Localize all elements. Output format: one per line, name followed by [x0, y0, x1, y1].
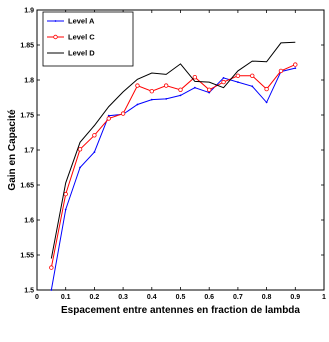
data-point-level-c [264, 86, 269, 92]
data-point-level-a [64, 208, 67, 211]
data-point-level-c [163, 83, 169, 88]
legend-marker-level-a [54, 20, 57, 22]
x-tick-label: 0.1 [61, 294, 71, 301]
y-tick-label: 1.55 [20, 253, 34, 260]
data-point-level-a [193, 86, 196, 89]
data-point-level-a [222, 77, 225, 79]
x-axis-ticks: 0 0.1 0.2 0.3 0.4 0.5 0.6 0.7 0.8 0.9 1 [35, 10, 326, 301]
legend-label-level-c: Level C [68, 33, 95, 42]
data-point-level-a [93, 151, 96, 154]
series-line-level-c [50, 64, 296, 268]
data-point-level-a [107, 114, 110, 117]
y-tick-label: 1.65 [20, 183, 34, 190]
x-tick-label: 0.3 [118, 294, 128, 301]
data-point-level-c [92, 133, 97, 138]
data-point-level-c [278, 68, 284, 74]
x-tick-label: 0.4 [147, 294, 157, 301]
y-tick-label: 1.85 [20, 43, 34, 50]
data-point-level-c [293, 62, 298, 67]
y-axis-ticks: 1.5 1.55 1.6 1.65 1.7 1.75 1.8 1.85 1.9 [20, 8, 324, 295]
data-point-level-c [235, 73, 241, 78]
x-tick-label: 0.6 [204, 294, 214, 301]
series-line-level-a [50, 67, 296, 291]
series-line-level-d [50, 41, 296, 259]
x-tick-label: 0 [35, 294, 39, 301]
legend-label-level-d: Level D [68, 49, 95, 58]
legend-box [42, 11, 134, 67]
x-tick-label: 1 [322, 294, 326, 301]
data-point-level-c [192, 74, 198, 80]
data-point-level-a [294, 67, 297, 69]
data-point-level-a [50, 289, 53, 291]
data-point-level-c [221, 79, 226, 85]
y-tick-label: 1.7 [24, 148, 34, 155]
data-point-level-a [150, 98, 153, 101]
data-point-level-c [149, 88, 154, 94]
y-tick-label: 1.6 [24, 218, 34, 225]
data-point-level-c [206, 87, 212, 92]
y-tick-label: 1.75 [20, 113, 34, 120]
data-point-level-c [178, 87, 183, 92]
y-tick-label: 1.8 [24, 78, 34, 85]
data-point-level-a [136, 103, 139, 106]
data-point-level-a [265, 101, 268, 104]
data-point-level-c [250, 73, 255, 78]
x-tick-label: 0.2 [90, 294, 100, 301]
data-point-level-c [106, 116, 111, 121]
data-point-level-c [120, 111, 126, 116]
series-layer [49, 41, 298, 291]
x-tick-label: 0.8 [262, 294, 272, 301]
legend-label-level-a: Level A [68, 17, 95, 26]
y-tick-label: 1.9 [24, 8, 34, 15]
data-point-level-c [63, 191, 68, 197]
data-point-level-a [165, 98, 168, 100]
y-tick-label: 1.5 [24, 288, 34, 295]
x-tick-label: 0.7 [233, 294, 243, 301]
data-point-level-a [251, 85, 254, 88]
data-point-level-c [77, 147, 83, 152]
data-point-level-c [49, 265, 54, 270]
x-tick-label: 0.5 [176, 294, 186, 301]
data-point-level-a [237, 81, 239, 83]
x-tick-label: 0.9 [290, 294, 300, 301]
data-point-level-a [79, 166, 81, 169]
legend: Level A Level C Level D [42, 11, 134, 67]
data-point-level-c [135, 83, 140, 88]
data-point-level-a [208, 91, 211, 94]
data-point-level-a [179, 94, 182, 97]
legend-marker-level-c [53, 34, 58, 40]
x-axis-label: Espacement entre antennes en fraction de… [61, 305, 300, 316]
y-axis-label: Gain en Capacité [7, 109, 18, 191]
